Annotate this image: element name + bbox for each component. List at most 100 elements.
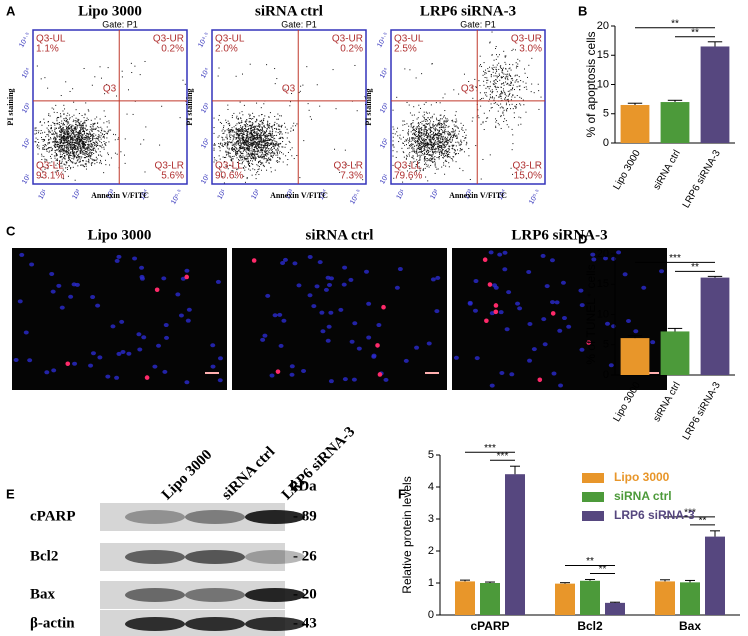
event-dot (126, 113, 128, 115)
event-dot (242, 153, 244, 155)
event-dot (262, 149, 264, 151)
y-tick-label: 20 (597, 248, 609, 260)
event-dot (512, 79, 514, 81)
event-dot (268, 148, 270, 150)
event-dot (59, 136, 61, 138)
event-dot (485, 72, 487, 74)
event-dot (444, 121, 446, 123)
event-dot (434, 135, 436, 137)
event-dot (72, 166, 74, 168)
event-dot (80, 146, 82, 148)
event-dot (443, 142, 445, 144)
event-dot (475, 87, 477, 89)
event-dot (64, 155, 66, 157)
event-dot (508, 84, 510, 86)
event-dot (267, 143, 269, 145)
event-dot (515, 67, 517, 69)
event-dot (78, 157, 80, 159)
event-dot (451, 158, 453, 160)
event-dot (260, 114, 262, 116)
quadrant-name: Q3-LR (155, 161, 184, 172)
event-dot (460, 122, 462, 124)
event-dot (448, 146, 450, 148)
event-dot (82, 129, 84, 131)
event-dot (72, 125, 74, 127)
event-dot (433, 157, 435, 159)
event-dot (241, 152, 243, 154)
event-dot (61, 149, 63, 151)
event-dot (267, 158, 269, 160)
event-dot (416, 151, 418, 153)
event-dot (253, 154, 255, 156)
event-dot (458, 133, 460, 135)
nucleus (51, 368, 57, 373)
event-dot (236, 123, 238, 125)
event-dot (253, 127, 255, 129)
event-dot (182, 79, 184, 81)
event-dot (516, 65, 518, 67)
event-dot (227, 147, 229, 149)
event-dot (51, 107, 53, 109)
event-dot (220, 142, 222, 144)
event-dot (499, 79, 501, 81)
event-dot (239, 140, 241, 142)
event-dot (416, 131, 418, 133)
event-dot (234, 176, 236, 178)
event-dot (506, 108, 508, 110)
event-dot (58, 123, 60, 125)
event-dot (268, 149, 270, 151)
event-dot (264, 147, 266, 149)
event-dot (77, 138, 79, 140)
event-dot (505, 73, 507, 75)
event-dot (250, 137, 252, 139)
event-dot (415, 137, 417, 139)
event-dot (252, 124, 254, 126)
event-dot (55, 138, 57, 140)
event-dot (103, 141, 105, 143)
event-dot (421, 146, 423, 148)
event-dot (257, 140, 259, 142)
event-dot (50, 157, 52, 159)
event-dot (79, 150, 81, 152)
event-dot (261, 122, 263, 124)
event-dot (444, 138, 446, 140)
event-dot (499, 95, 501, 97)
y-tick-label: 10⁴·⁵ (376, 31, 390, 48)
event-dot (77, 136, 79, 138)
tunel-cell (251, 258, 257, 263)
event-dot (498, 54, 500, 56)
event-dot (236, 128, 238, 130)
event-dot (503, 50, 505, 52)
event-dot (60, 132, 62, 134)
event-dot (41, 132, 43, 134)
nucleus (397, 267, 403, 272)
event-dot (510, 99, 512, 101)
event-dot (68, 155, 70, 157)
event-dot (61, 137, 63, 139)
event-dot (62, 147, 64, 149)
event-dot (86, 147, 88, 149)
event-dot (418, 133, 420, 135)
event-dot (62, 129, 64, 131)
event-dot (243, 157, 245, 159)
event-dot (52, 132, 54, 134)
event-dot (525, 86, 527, 88)
event-dot (463, 151, 465, 153)
event-dot (438, 145, 440, 147)
event-dot (89, 138, 91, 140)
event-dot (66, 154, 68, 156)
event-dot (259, 133, 261, 135)
event-dot (252, 136, 254, 138)
event-dot (244, 147, 246, 149)
event-dot (402, 136, 404, 138)
event-dot (420, 140, 422, 142)
event-dot (423, 147, 425, 149)
event-dot (253, 142, 255, 144)
panel-label: C (6, 223, 16, 238)
event-dot (82, 165, 84, 167)
event-dot (105, 142, 107, 144)
event-dot (505, 67, 507, 69)
event-dot (91, 140, 93, 142)
event-dot (82, 138, 84, 140)
event-dot (95, 138, 97, 140)
